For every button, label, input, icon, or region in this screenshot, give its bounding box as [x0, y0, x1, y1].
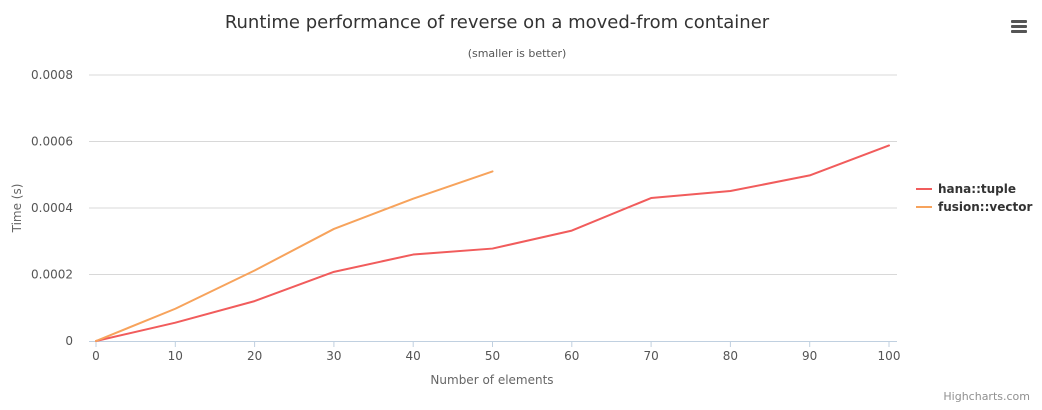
- credits-link[interactable]: Highcharts.com: [943, 390, 1030, 403]
- y-tick-label: 0.0006: [31, 135, 73, 149]
- series-line-fusion-vector[interactable]: [95, 170, 494, 342]
- series-line-hana-tuple[interactable]: [95, 144, 890, 342]
- x-tick-label: 20: [247, 349, 262, 363]
- x-tick-label: 100: [878, 349, 901, 363]
- y-tick-labels: 0 0.0002 0.0004 0.0006 0.0008: [31, 68, 73, 348]
- x-tick-label: 60: [564, 349, 579, 363]
- legend-label[interactable]: fusion::vector: [938, 200, 1032, 214]
- x-tick-label: 80: [723, 349, 738, 363]
- x-tick-label: 10: [168, 349, 183, 363]
- legend-item[interactable]: fusion::vector: [916, 200, 1032, 214]
- context-menu-button[interactable]: [1006, 14, 1032, 38]
- x-tick-labels: 0 10 20 30 40 50 60 70 80 90 100: [92, 349, 900, 363]
- x-axis-title: Number of elements: [430, 373, 553, 387]
- series-group: [95, 144, 890, 342]
- grid-lines: [89, 74, 897, 275]
- x-tick-label: 0: [92, 349, 100, 363]
- hamburger-menu-icon[interactable]: [1011, 20, 1027, 33]
- x-tick-label: 40: [406, 349, 421, 363]
- x-tick-label: 90: [802, 349, 817, 363]
- y-axis-title: Time (s): [10, 184, 24, 234]
- chart-subtitle: (smaller is better): [468, 47, 567, 60]
- chart-title: Runtime performance of reverse on a move…: [225, 12, 770, 33]
- legend-label[interactable]: hana::tuple: [938, 182, 1016, 196]
- y-tick-label: 0: [65, 334, 73, 348]
- y-tick-label: 0.0004: [31, 201, 73, 215]
- legend-item[interactable]: hana::tuple: [916, 182, 1016, 196]
- x-tick-label: 30: [326, 349, 341, 363]
- y-tick-label: 0.0008: [31, 68, 73, 82]
- y-tick-label: 0.0002: [31, 268, 73, 282]
- x-tick-label: 70: [643, 349, 658, 363]
- x-tick-label: 50: [485, 349, 500, 363]
